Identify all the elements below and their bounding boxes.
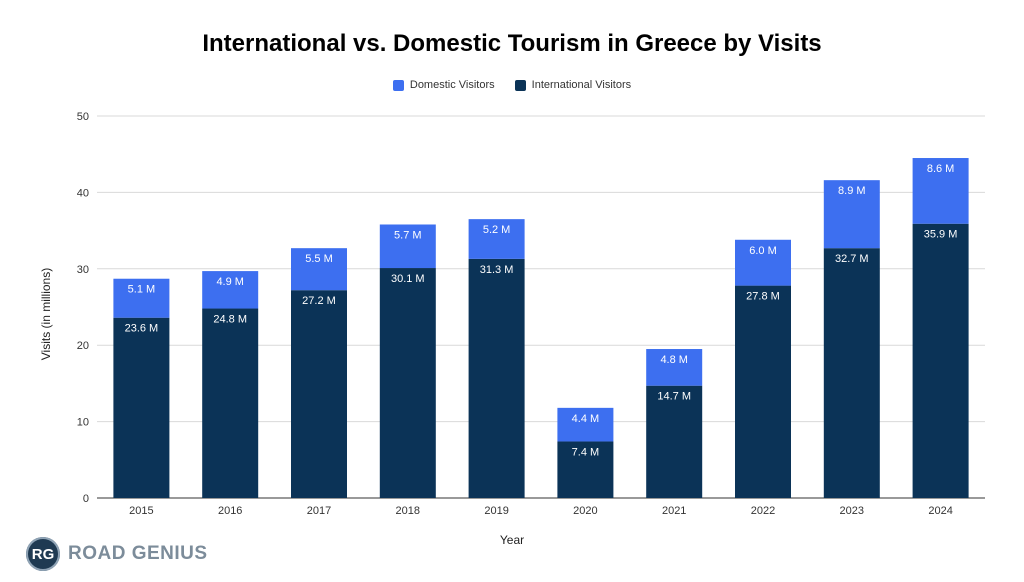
- data-label-international: 14.7 M: [657, 391, 691, 403]
- chart-legend: Domestic Visitors International Visitors: [0, 79, 1024, 91]
- data-label-international: 31.3 M: [480, 264, 514, 276]
- data-label-domestic: 5.2 M: [483, 224, 511, 236]
- x-tick-label: 2019: [484, 505, 508, 517]
- bar-international: [912, 223, 969, 498]
- y-tick-label: 0: [83, 493, 89, 505]
- data-label-international: 27.8 M: [746, 291, 780, 303]
- x-tick-label: 2023: [840, 505, 864, 517]
- legend-swatch-international: [514, 79, 526, 91]
- bar-international: [557, 441, 614, 498]
- brand-name: ROAD GENIUS: [68, 543, 208, 564]
- bar-domestic: [202, 271, 259, 309]
- y-tick-label: 40: [77, 187, 89, 199]
- data-label-domestic: 4.4 M: [572, 413, 600, 425]
- data-label-international: 23.6 M: [125, 323, 159, 335]
- y-tick-label: 50: [77, 111, 89, 123]
- data-label-international: 32.7 M: [835, 253, 869, 265]
- bar-international: [202, 308, 259, 498]
- legend-item-domestic[interactable]: Domestic Visitors: [392, 79, 495, 91]
- legend-swatch-domestic: [392, 79, 404, 91]
- bar-domestic: [735, 239, 791, 286]
- data-label-domestic: 5.5 M: [305, 253, 333, 265]
- data-label-domestic: 5.1 M: [128, 284, 156, 296]
- bar-international: [823, 248, 880, 498]
- y-tick-label: 10: [77, 417, 89, 429]
- x-tick-label: 2022: [751, 505, 775, 517]
- bar-domestic: [646, 349, 703, 386]
- data-label-domestic: 5.7 M: [394, 229, 422, 241]
- bar-international: [291, 290, 347, 498]
- x-tick-label: 2017: [307, 505, 331, 517]
- x-tick-label: 2018: [396, 505, 420, 517]
- x-tick-label: 2020: [573, 505, 597, 517]
- bar-domestic: [468, 219, 525, 259]
- bar-international: [468, 258, 525, 498]
- bar-domestic: [113, 278, 170, 318]
- brand-badge-icon: RG: [26, 537, 60, 571]
- data-label-domestic: 4.8 M: [660, 354, 688, 366]
- x-axis-title: Year: [499, 533, 525, 547]
- data-label-domestic: 4.9 M: [216, 276, 244, 288]
- data-label-domestic: 8.6 M: [927, 163, 955, 175]
- data-label-international: 24.8 M: [213, 314, 247, 326]
- x-tick-label: 2021: [662, 505, 686, 517]
- bar-domestic: [379, 224, 436, 269]
- bar-domestic: [557, 407, 614, 442]
- data-label-international: 27.2 M: [302, 295, 336, 307]
- bar-international: [735, 285, 791, 498]
- bar-international: [646, 385, 703, 498]
- bar-domestic: [823, 180, 880, 249]
- data-label-domestic: 6.0 M: [749, 245, 777, 257]
- x-tick-label: 2015: [129, 505, 153, 517]
- y-tick-label: 30: [77, 264, 89, 276]
- data-label-international: 30.1 M: [391, 273, 425, 285]
- legend-label-international: International Visitors: [531, 79, 632, 91]
- bar-international: [379, 268, 436, 498]
- bar-domestic: [912, 158, 969, 224]
- x-tick-label: 2016: [218, 505, 242, 517]
- chart-title: International vs. Domestic Tourism in Gr…: [202, 30, 822, 57]
- brand-logo: RG ROAD GENIUS: [26, 537, 208, 571]
- y-tick-label: 20: [77, 340, 89, 352]
- bar-international: [113, 317, 170, 498]
- data-label-international: 35.9 M: [924, 229, 958, 241]
- legend-item-international[interactable]: International Visitors: [514, 79, 632, 91]
- x-tick-label: 2024: [928, 505, 952, 517]
- legend-label-domestic: Domestic Visitors: [409, 79, 495, 91]
- data-label-domestic: 8.9 M: [838, 185, 866, 197]
- bar-domestic: [291, 248, 347, 291]
- data-label-international: 7.4 M: [572, 446, 600, 458]
